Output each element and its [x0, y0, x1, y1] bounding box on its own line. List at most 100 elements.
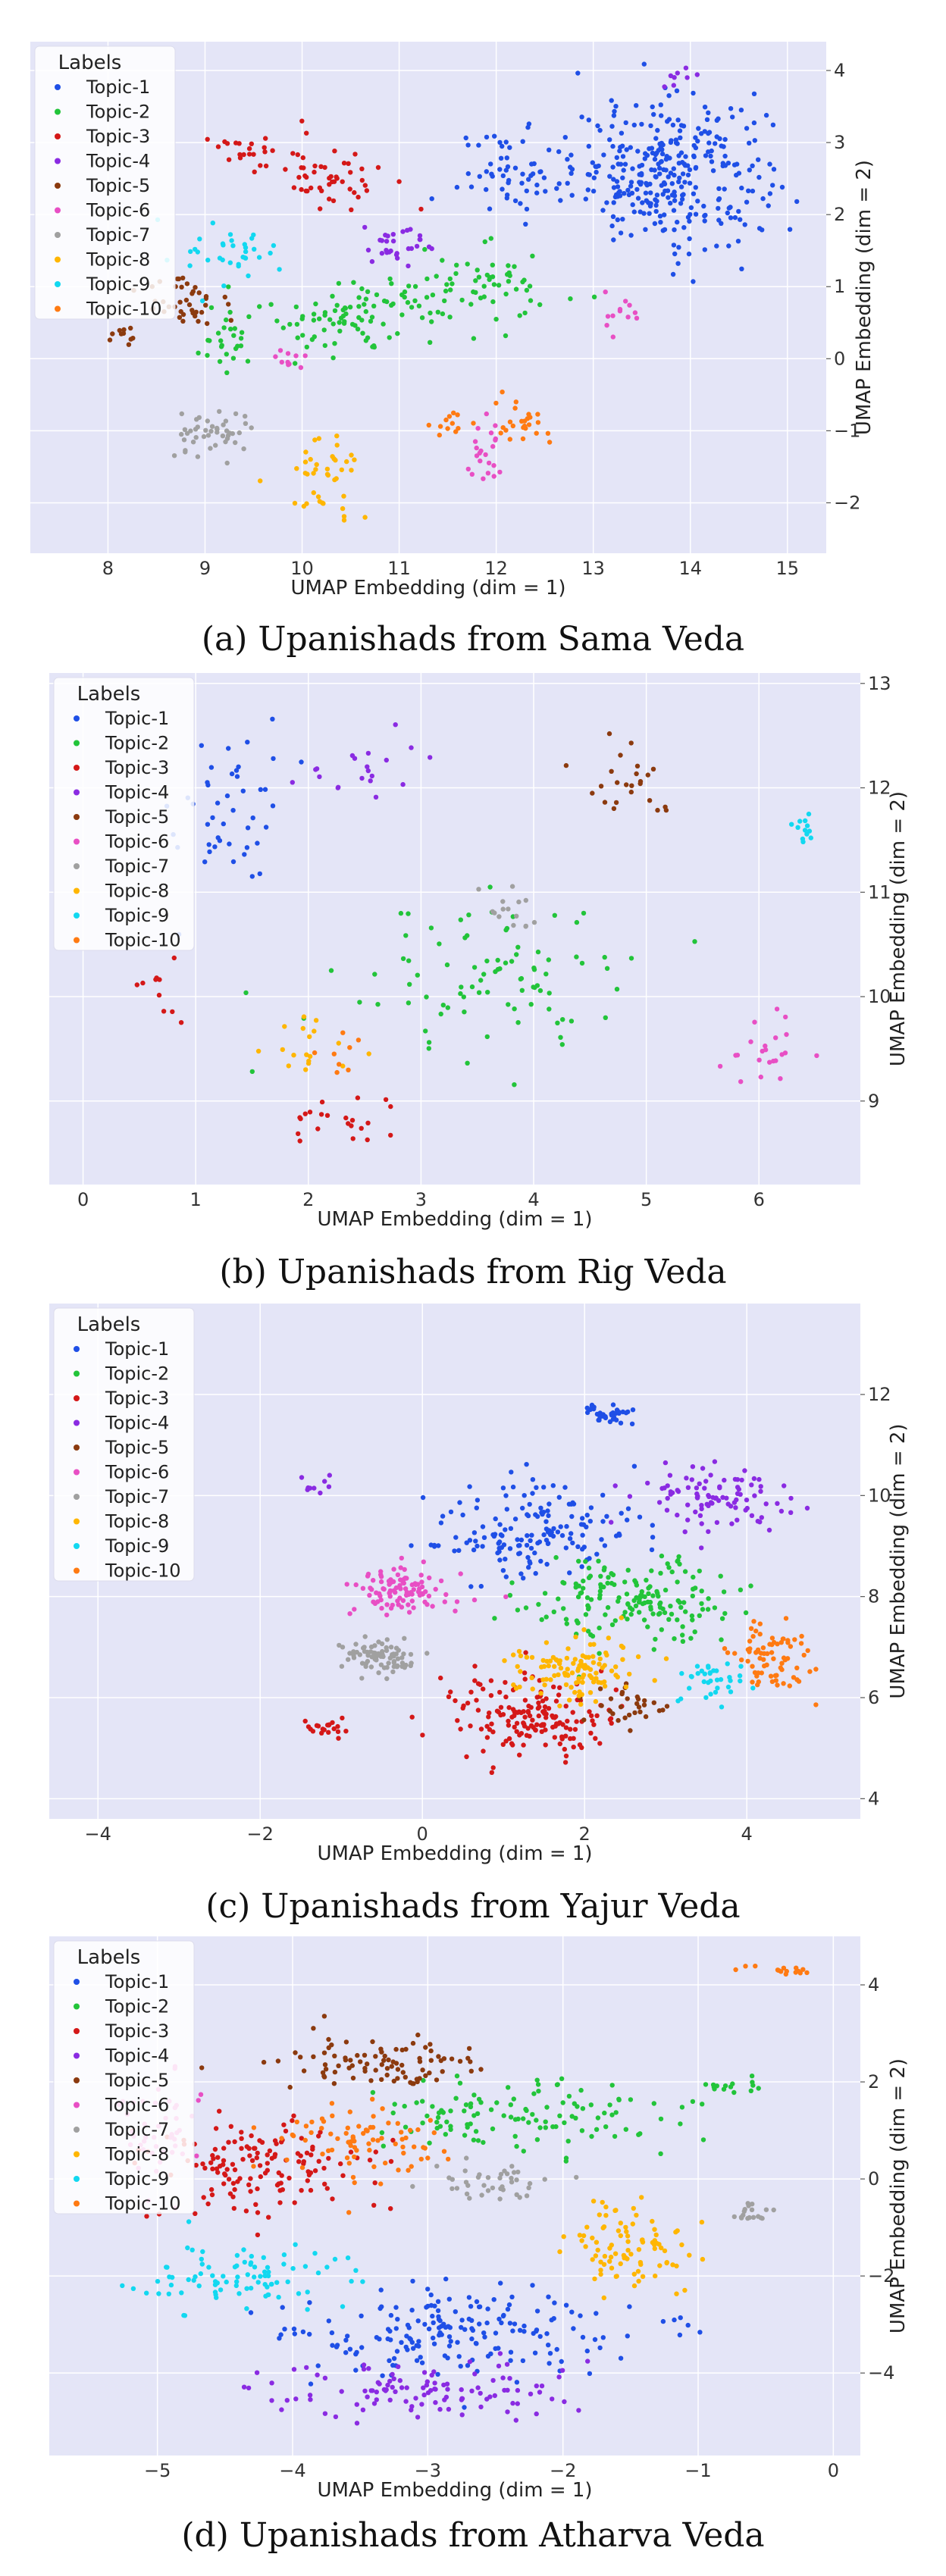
data-point-topic-2	[491, 282, 497, 287]
data-point-topic-1	[580, 1546, 585, 1552]
data-point-topic-4	[510, 2400, 515, 2406]
data-point-topic-3	[153, 977, 158, 982]
data-point-topic-2	[447, 276, 453, 282]
data-point-topic-10	[771, 1656, 776, 1661]
data-point-topic-10	[526, 422, 532, 427]
data-point-topic-3	[458, 1726, 463, 1732]
legend-label-topic-3: Topic-3	[105, 757, 169, 778]
data-point-topic-2	[512, 1082, 517, 1088]
data-point-topic-5	[370, 2039, 375, 2045]
data-point-topic-8	[565, 1646, 571, 1651]
data-point-topic-1	[714, 117, 719, 123]
data-point-topic-3	[453, 1698, 458, 1704]
data-point-topic-9	[315, 2270, 321, 2276]
data-point-topic-2	[598, 1573, 603, 1579]
data-point-topic-2	[697, 1613, 702, 1618]
data-point-topic-1	[610, 164, 616, 170]
data-point-topic-9	[242, 2259, 247, 2265]
data-point-topic-5	[199, 2065, 205, 2071]
data-point-topic-3	[226, 2177, 232, 2182]
data-point-topic-3	[319, 1730, 324, 1736]
data-point-topic-4	[374, 2397, 379, 2402]
data-point-topic-8	[625, 2239, 631, 2244]
legend-label-topic-5: Topic-5	[105, 806, 169, 828]
data-point-topic-10	[302, 2137, 308, 2143]
data-point-topic-3	[343, 1729, 349, 1734]
data-point-topic-8	[590, 2235, 595, 2241]
data-point-topic-1	[347, 2346, 353, 2352]
data-point-topic-2	[504, 925, 510, 931]
data-point-topic-7	[378, 1662, 384, 1667]
data-point-topic-5	[293, 2050, 298, 2055]
data-point-topic-1	[526, 1564, 531, 1570]
data-point-topic-5	[637, 1709, 643, 1714]
data-point-topic-4	[804, 1505, 810, 1511]
data-point-topic-4	[373, 794, 379, 800]
data-point-topic-7	[745, 2215, 750, 2221]
data-point-topic-4	[369, 773, 374, 779]
data-point-topic-2	[435, 2114, 441, 2121]
data-point-topic-1	[499, 2320, 504, 2326]
data-point-topic-2	[207, 338, 212, 343]
legend-label-topic-3: Topic-3	[105, 1388, 169, 1409]
data-point-topic-1	[326, 2318, 331, 2324]
data-point-topic-4	[429, 2372, 434, 2378]
data-point-topic-3	[231, 2205, 236, 2211]
data-point-topic-2	[553, 1554, 559, 1560]
data-point-topic-1	[702, 218, 707, 224]
data-point-topic-1	[631, 122, 637, 128]
data-point-topic-5	[199, 309, 205, 315]
data-point-topic-1	[506, 180, 511, 186]
data-point-topic-2	[293, 304, 299, 310]
data-point-topic-1	[558, 198, 563, 203]
data-point-topic-1	[476, 142, 481, 148]
data-point-topic-7	[509, 2175, 514, 2181]
data-point-topic-1	[744, 199, 750, 205]
data-point-topic-1	[716, 205, 721, 211]
data-point-topic-5	[656, 1708, 663, 1714]
data-point-topic-6	[367, 1592, 372, 1598]
legend-box	[53, 677, 195, 951]
data-point-topic-2	[219, 343, 224, 348]
data-point-topic-3	[446, 1694, 452, 1699]
data-point-topic-3	[318, 2130, 323, 2135]
data-point-topic-4	[659, 1485, 665, 1491]
data-point-topic-3	[307, 1110, 313, 1115]
data-point-topic-1	[717, 136, 722, 142]
data-point-topic-4	[706, 1492, 711, 1498]
data-point-topic-2	[690, 1593, 695, 1599]
data-point-topic-2	[338, 315, 344, 321]
data-point-topic-4	[390, 232, 396, 237]
data-point-topic-5	[186, 302, 193, 308]
data-point-topic-6	[625, 315, 631, 320]
data-point-topic-2	[428, 925, 434, 931]
data-point-topic-4	[708, 1473, 713, 1478]
data-point-topic-8	[543, 1676, 549, 1682]
data-point-topic-2	[650, 1593, 656, 1598]
legend-marker-topic-8	[55, 256, 61, 263]
y-tick-label: 10	[868, 986, 891, 1007]
data-point-topic-6	[396, 1602, 401, 1607]
data-point-topic-6	[483, 452, 488, 458]
data-point-topic-3	[252, 169, 257, 174]
data-point-topic-4	[724, 1495, 729, 1501]
data-point-topic-1	[767, 191, 773, 196]
data-point-topic-2	[681, 1600, 687, 1605]
data-point-topic-10	[775, 1967, 781, 1973]
data-point-topic-2	[690, 2099, 696, 2105]
data-point-topic-4	[664, 1507, 670, 1513]
data-point-topic-4	[735, 1477, 741, 1482]
data-point-topic-3	[546, 1706, 552, 1711]
data-point-topic-8	[674, 2291, 679, 2296]
legend-marker-topic-7	[74, 863, 80, 869]
data-point-topic-4	[403, 2399, 409, 2404]
data-point-topic-3	[290, 151, 296, 156]
data-point-topic-1	[435, 2299, 441, 2304]
data-point-topic-2	[493, 317, 499, 322]
data-point-topic-2	[227, 309, 233, 315]
data-point-topic-1	[257, 871, 262, 877]
y-tick-label: 2	[868, 2071, 879, 2092]
data-point-topic-1	[682, 180, 688, 185]
data-point-topic-7	[399, 1655, 405, 1660]
data-point-topic-2	[583, 1612, 589, 1617]
